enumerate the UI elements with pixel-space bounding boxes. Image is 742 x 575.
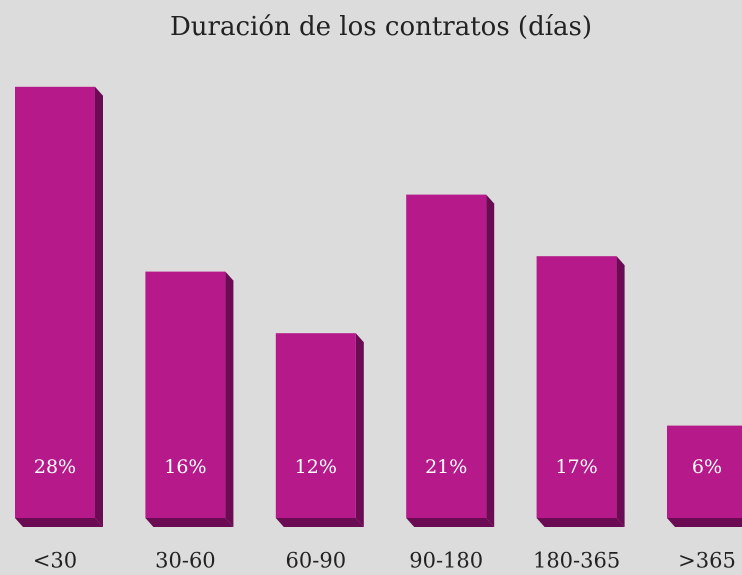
bar-side	[95, 86, 103, 528]
value-label: 6%	[692, 456, 722, 478]
value-label: 21%	[425, 456, 467, 478]
bar-bottom	[536, 518, 625, 527]
x-tick-label: >365	[678, 549, 736, 573]
bar	[406, 194, 487, 518]
x-tick-label: 180-365	[533, 549, 620, 573]
x-tick-label: 90-180	[409, 549, 483, 573]
value-label: 12%	[295, 456, 337, 478]
value-label: 16%	[164, 456, 206, 478]
bar-bottom	[145, 518, 234, 527]
bar-bottom	[275, 518, 364, 527]
bar-side	[225, 271, 234, 527]
bar-side	[486, 194, 495, 527]
bar-side	[616, 256, 625, 527]
value-label: 28%	[34, 456, 76, 478]
x-tick-label: <30	[33, 549, 77, 573]
bar	[275, 333, 356, 518]
value-label: 17%	[555, 456, 597, 478]
bar-side	[355, 333, 364, 527]
bar	[667, 425, 742, 518]
bar	[536, 256, 617, 518]
bar	[15, 86, 95, 519]
x-tick-label: 30-60	[155, 549, 216, 573]
bar	[145, 271, 226, 518]
x-tick-label: 60-90	[286, 549, 347, 573]
bar-bottom	[406, 518, 495, 527]
bar-bottom	[667, 518, 742, 527]
bar-bottom	[15, 518, 103, 527]
chart-title: Duración de los contratos (días)	[170, 12, 592, 42]
